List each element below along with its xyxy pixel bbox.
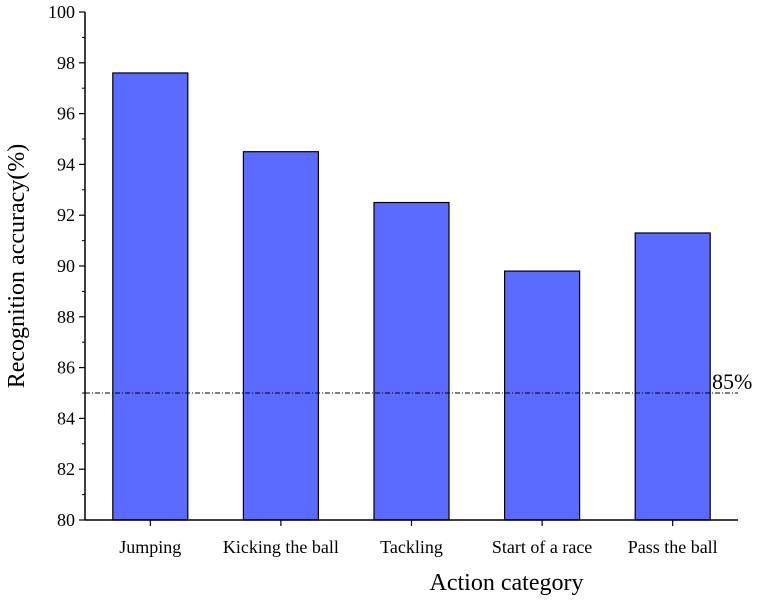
bars-group [112,72,711,521]
x-tick-label: Tackling [380,537,443,557]
y-ticks-group: 80 82 84 86 88 90 92 94 96 98 100 [48,2,85,530]
y-tick-label: 88 [57,307,75,327]
y-tick-label: 94 [57,154,75,174]
bar-1 [242,151,319,521]
y-tick-label: 82 [57,459,75,479]
y-tick-label: 86 [57,358,75,378]
y-tick-label: 96 [57,104,75,124]
x-tick-label: Kicking the ball [223,537,339,557]
bar-3 [504,270,581,521]
reference-line-label: 85% [712,369,752,394]
x-tick-label: Start of a race [492,537,592,557]
y-tick-label: 84 [57,408,75,428]
bar-4 [634,232,711,521]
y-tick-label: 100 [48,2,75,22]
y-axis-title: Recognition accuracy(%) [4,144,30,389]
bar-2 [373,201,450,521]
y-tick-label: 90 [57,256,75,276]
y-tick-label: 80 [57,510,75,530]
bar-0 [112,72,189,521]
x-axis-title: Action category [430,570,584,596]
y-tick-label: 98 [57,53,75,73]
x-tick-label: Pass the ball [628,537,718,557]
y-tick-label: 92 [57,205,75,225]
x-ticks-group: Jumping Kicking the ball Tackling Start of … [119,520,718,557]
x-tick-label: Jumping [119,537,181,557]
